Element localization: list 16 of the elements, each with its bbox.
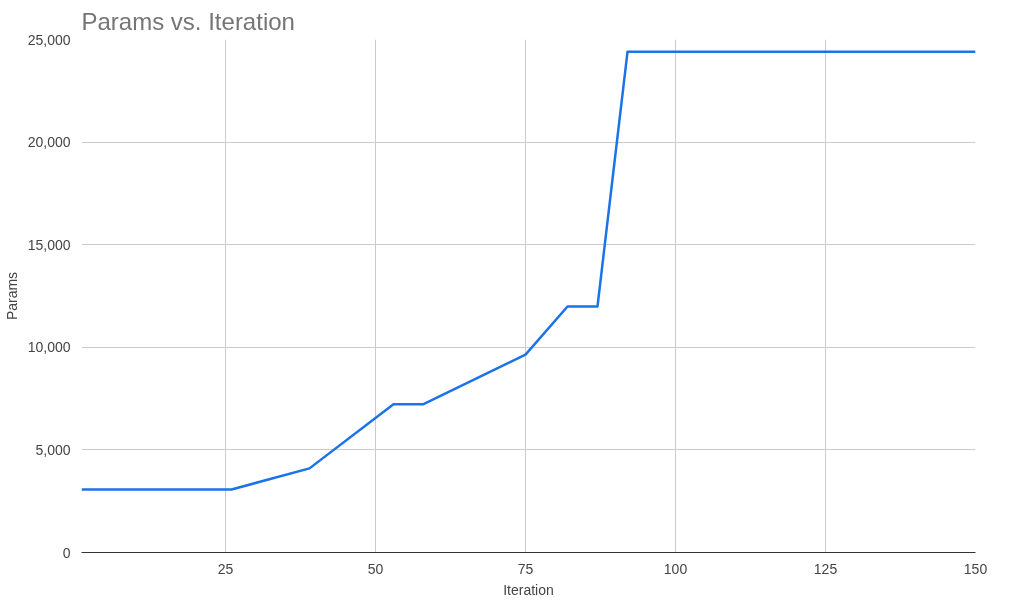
y-tick-label: 10,000 xyxy=(27,339,71,356)
x-tick-label: 100 xyxy=(663,560,688,577)
chart-title: Params vs. Iteration xyxy=(81,7,295,35)
y-tick-label: 20,000 xyxy=(27,134,71,151)
y-tick-label: 5,000 xyxy=(35,441,71,458)
x-tick-label: 150 xyxy=(963,560,988,577)
y-tick-label: 0 xyxy=(62,544,71,561)
x-axis-title: Iteration xyxy=(503,581,554,598)
y-tick-label: 15,000 xyxy=(27,236,71,253)
y-axis-title: Params xyxy=(3,271,20,321)
x-tick-label: 25 xyxy=(217,560,234,577)
line-series xyxy=(81,50,976,491)
x-tick-label: 75 xyxy=(517,560,534,577)
x-tick-label: 125 xyxy=(813,560,838,577)
x-tick-label: 50 xyxy=(367,560,384,577)
y-tick-label: 25,000 xyxy=(27,31,71,48)
